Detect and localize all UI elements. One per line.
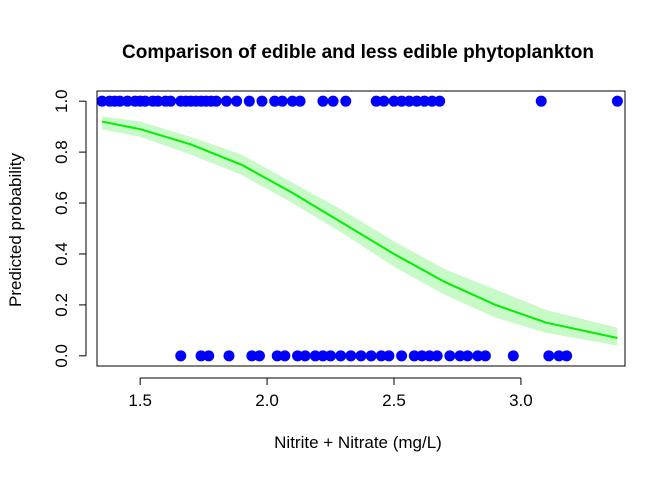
data-point xyxy=(454,350,466,362)
data-point xyxy=(96,95,108,107)
plot-frame xyxy=(96,90,626,367)
data-point xyxy=(317,95,329,107)
data-point xyxy=(269,95,281,107)
y-tick-label: 0.8 xyxy=(52,140,71,164)
data-point xyxy=(114,95,126,107)
data-point xyxy=(309,350,321,362)
y-axis-label: Predicted probability xyxy=(6,152,25,307)
data-point xyxy=(444,350,456,362)
data-point xyxy=(408,350,420,362)
y-tick-label: 1.0 xyxy=(52,89,71,113)
data-point xyxy=(403,95,415,107)
y-tick-label: 0.6 xyxy=(52,191,71,215)
data-point xyxy=(472,350,484,362)
data-points xyxy=(96,95,623,362)
data-point xyxy=(292,350,304,362)
data-point xyxy=(195,350,207,362)
data-point xyxy=(370,95,382,107)
chart-title: Comparison of edible and less edible phy… xyxy=(122,42,594,63)
data-point xyxy=(256,95,268,107)
data-point xyxy=(388,95,400,107)
data-point xyxy=(396,350,408,362)
data-point xyxy=(434,95,446,107)
data-point xyxy=(418,95,430,107)
data-point xyxy=(327,95,339,107)
data-point xyxy=(139,95,151,107)
x-tick-label: 2.0 xyxy=(255,391,279,410)
data-point xyxy=(175,350,187,362)
data-point xyxy=(561,350,573,362)
x-axis-label: Nitrite + Nitrate (mg/L) xyxy=(274,433,442,452)
plot-area xyxy=(96,95,623,362)
data-point xyxy=(424,350,436,362)
data-point xyxy=(553,350,565,362)
x-tick-label: 1.5 xyxy=(128,391,152,410)
data-point xyxy=(279,350,291,362)
data-point xyxy=(246,350,258,362)
fit-line xyxy=(101,120,618,339)
x-tick-label: 2.5 xyxy=(382,391,406,410)
data-point xyxy=(378,95,390,107)
data-point xyxy=(431,350,443,362)
data-point xyxy=(411,95,423,107)
data-point xyxy=(340,95,352,107)
data-point xyxy=(479,350,491,362)
data-point xyxy=(383,350,395,362)
y-tick-label: 0.4 xyxy=(52,242,71,266)
data-point xyxy=(396,95,408,107)
data-point xyxy=(543,350,555,362)
data-point xyxy=(365,350,377,362)
data-point xyxy=(325,350,337,362)
data-point xyxy=(375,350,387,362)
data-point xyxy=(345,350,357,362)
data-point xyxy=(253,350,265,362)
y-axis: 0.0 0.2 0.4 0.6 0.8 1.0 xyxy=(52,89,87,368)
data-point xyxy=(220,95,232,107)
data-point xyxy=(121,95,133,107)
data-point xyxy=(271,350,283,362)
confidence-band xyxy=(102,116,618,346)
data-point xyxy=(210,95,222,107)
data-point xyxy=(243,95,255,107)
data-point xyxy=(507,350,519,362)
data-point xyxy=(152,95,164,107)
x-axis: 1.5 2.0 2.5 3.0 xyxy=(128,377,533,410)
data-point xyxy=(426,95,438,107)
data-point xyxy=(535,95,547,107)
y-tick-label: 0.0 xyxy=(52,344,71,368)
data-point xyxy=(462,350,474,362)
data-point xyxy=(294,95,306,107)
data-point xyxy=(611,95,623,107)
data-point xyxy=(276,95,288,107)
data-point xyxy=(355,350,367,362)
data-point xyxy=(416,350,428,362)
data-point xyxy=(165,95,177,107)
data-point xyxy=(317,350,329,362)
data-point xyxy=(286,95,298,107)
data-point xyxy=(203,350,215,362)
data-point xyxy=(231,95,243,107)
data-point xyxy=(335,350,347,362)
data-point xyxy=(299,350,311,362)
data-point xyxy=(223,350,235,362)
y-tick-label: 0.2 xyxy=(52,293,71,317)
x-tick-label: 3.0 xyxy=(509,391,533,410)
